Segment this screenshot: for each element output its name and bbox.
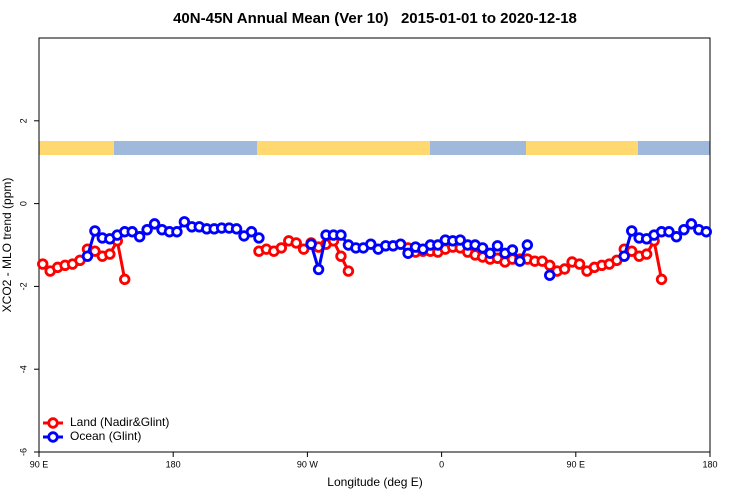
point xyxy=(245,226,258,238)
point xyxy=(678,223,690,236)
x-tick-label: 90 E xyxy=(30,459,49,469)
y-tick-label: -6 xyxy=(18,448,28,456)
point xyxy=(640,248,653,260)
y-tick-label: 0 xyxy=(18,201,28,206)
point xyxy=(81,250,94,262)
legend-label: Ocean (Glint) xyxy=(70,429,141,443)
point xyxy=(521,239,534,251)
y-tick-label: -4 xyxy=(18,365,28,373)
point xyxy=(297,243,310,255)
x-tick-label: 180 xyxy=(166,459,181,469)
point xyxy=(685,218,698,230)
point xyxy=(670,231,683,243)
point xyxy=(171,226,183,238)
point xyxy=(275,242,288,254)
point xyxy=(484,247,496,259)
y-tick-label: -2 xyxy=(18,282,28,290)
point xyxy=(365,238,377,250)
point xyxy=(148,218,161,230)
x-tick-label: 0 xyxy=(439,459,444,469)
point xyxy=(655,273,668,286)
point xyxy=(305,238,317,250)
land-band xyxy=(526,141,638,155)
point xyxy=(514,255,526,267)
point xyxy=(335,229,347,241)
point xyxy=(104,248,116,260)
point xyxy=(558,263,571,275)
ocean-band xyxy=(430,141,526,155)
point xyxy=(133,231,146,243)
plot-frame xyxy=(38,37,711,453)
point xyxy=(394,238,407,250)
point xyxy=(700,226,712,238)
y-tick-label: 2 xyxy=(18,118,28,123)
point xyxy=(573,258,586,270)
point xyxy=(126,226,138,238)
legend-marker xyxy=(47,431,59,443)
point xyxy=(626,225,638,237)
point xyxy=(312,263,325,276)
land-band xyxy=(257,141,430,155)
point xyxy=(626,245,638,257)
ocean-band xyxy=(638,141,710,155)
point xyxy=(491,240,504,252)
point xyxy=(178,216,191,228)
point xyxy=(663,226,675,238)
legend-label: Land (Nadir&Glint) xyxy=(70,415,169,429)
y-axis-label: XCO2 - MLO trend (ppm) xyxy=(0,178,14,313)
point xyxy=(230,223,243,235)
point xyxy=(119,273,131,286)
x-tick-label: 90 E xyxy=(567,459,586,469)
point xyxy=(432,239,444,251)
point xyxy=(476,242,489,254)
chart-title: 40N-45N Annual Mean (Ver 10) 2015-01-01 … xyxy=(173,10,577,27)
point xyxy=(37,258,49,270)
point xyxy=(290,237,302,249)
point xyxy=(89,245,101,257)
legend-marker xyxy=(47,417,59,429)
x-axis-label: Longitude (deg E) xyxy=(327,475,422,489)
x-tick-label: 180 xyxy=(702,459,717,469)
point xyxy=(253,232,265,244)
point xyxy=(342,265,355,277)
point xyxy=(89,225,101,237)
land-ocean-strip xyxy=(39,141,710,155)
ocean-band xyxy=(114,141,257,155)
point xyxy=(335,250,347,262)
point xyxy=(141,223,153,236)
x-tick-label: 90 W xyxy=(297,459,319,469)
land-band xyxy=(39,141,114,155)
point xyxy=(506,244,519,256)
point xyxy=(454,234,466,246)
point xyxy=(618,250,630,262)
point xyxy=(402,247,414,259)
point xyxy=(544,269,556,281)
